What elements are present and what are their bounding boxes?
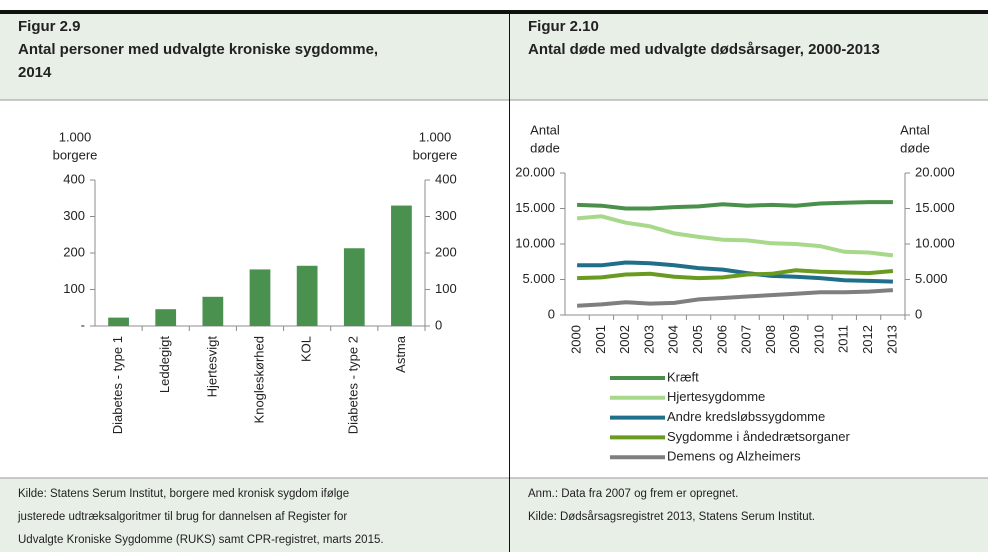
- legend-label: Sygdomme i åndedrætsorganer: [667, 429, 850, 444]
- x-tick-label: Diabetes - type 1: [110, 336, 125, 434]
- figure-title: Antal døde med udvalgte dødsårsager, 200…: [528, 41, 880, 58]
- x-tick-label: Leddegigt: [157, 336, 172, 393]
- line: [576, 288, 894, 308]
- y2-axis-label: Antal: [900, 122, 930, 137]
- footer-bg: [0, 478, 988, 552]
- y2-tick-label: 5.000: [915, 271, 948, 286]
- x-tick-label: 2009: [787, 325, 802, 354]
- bar: [296, 265, 318, 326]
- line: [577, 260, 893, 284]
- figure-title: 2014: [18, 64, 52, 81]
- bar: [249, 269, 271, 326]
- x-tick-label: KOL: [299, 336, 314, 362]
- y2-tick-label: 400: [435, 171, 457, 186]
- y2-tick-label: 0: [915, 306, 922, 321]
- y2-tick-label: 300: [435, 208, 457, 223]
- x-tick-label: 2013: [884, 325, 899, 354]
- note: Anm.: Data fra 2007 og frem er opregnet.: [528, 488, 738, 500]
- y2-axis-label: 1.000: [419, 129, 452, 144]
- top-rule: [0, 10, 988, 14]
- figure-label: Figur 2.9: [18, 18, 81, 35]
- y-tick-label: 100: [63, 281, 85, 296]
- y2-tick-label: 0: [435, 317, 442, 332]
- y-axis-label: 1.000: [59, 129, 92, 144]
- x-tick-label: 2002: [617, 325, 632, 354]
- bar: [391, 205, 412, 326]
- y-tick-label: 400: [63, 171, 85, 186]
- y2-tick-label: 15.000: [915, 200, 955, 215]
- y-tick-label: 5.000: [522, 271, 555, 286]
- bar: [343, 248, 365, 326]
- y-tick-label: 200: [63, 244, 85, 259]
- y2-tick-label: 20.000: [915, 164, 955, 179]
- bar: [108, 317, 129, 326]
- y-axis-label: borgere: [53, 147, 98, 162]
- x-tick-label: 2011: [836, 325, 851, 353]
- y2-tick-label: 100: [435, 281, 457, 296]
- note: Udvalgte Kroniske Sygdomme (RUKS) samt C…: [18, 534, 384, 546]
- y-axis-label: Antal: [530, 122, 560, 137]
- x-tick-label: 2003: [641, 325, 656, 354]
- x-tick-label: 2007: [739, 325, 754, 354]
- bar: [202, 296, 224, 326]
- y2-tick-label: 10.000: [915, 235, 955, 250]
- line: [577, 268, 894, 281]
- x-tick-label: 2006: [714, 325, 729, 354]
- legend-label: Andre kredsløbssygdomme: [667, 409, 825, 424]
- x-tick-label: 2008: [763, 325, 778, 354]
- x-tick-label: 2001: [593, 325, 608, 354]
- x-tick-label: Diabetes - type 2: [346, 336, 361, 434]
- y2-axis-label: døde: [900, 140, 930, 155]
- x-tick-label: Hjertesvigt: [204, 336, 219, 398]
- legend-label: Hjertesygdomme: [667, 389, 765, 404]
- x-tick-label: 2004: [666, 325, 681, 354]
- y2-axis-label: borgere: [413, 147, 458, 162]
- legend-label: Demens og Alzheimers: [667, 449, 801, 464]
- x-tick-label: 2000: [569, 325, 584, 354]
- figure-title: Antal personer med udvalgte kroniske syg…: [18, 41, 378, 58]
- x-tick-label: Astma: [393, 335, 408, 373]
- note: Kilde: Dødsårsagsregistret 2013, Statens…: [528, 511, 815, 523]
- y-axis-label: døde: [530, 140, 560, 155]
- x-tick-label: 2010: [811, 325, 826, 354]
- x-tick-label: Knogleskørhed: [251, 336, 266, 423]
- line: [576, 214, 894, 258]
- figure-label: Figur 2.10: [528, 18, 599, 35]
- y-tick-label: 10.000: [515, 235, 555, 250]
- y2-tick-label: 200: [435, 244, 457, 259]
- legend-label: Kræft: [667, 369, 699, 384]
- note: justerede udtræksalgoritmer til brug for…: [17, 511, 347, 523]
- x-tick-label: 2005: [690, 325, 705, 354]
- x-tick-label: 2012: [860, 325, 875, 354]
- y-tick-label: -: [81, 317, 85, 332]
- y-tick-label: 300: [63, 208, 85, 223]
- y-tick-label: 15.000: [515, 200, 555, 215]
- note: Kilde: Statens Serum Institut, borgere m…: [18, 488, 349, 500]
- y-tick-label: 20.000: [515, 164, 555, 179]
- bar: [155, 309, 177, 326]
- y-tick-label: 0: [548, 306, 555, 321]
- header-bg: [0, 14, 988, 100]
- line: [577, 200, 893, 211]
